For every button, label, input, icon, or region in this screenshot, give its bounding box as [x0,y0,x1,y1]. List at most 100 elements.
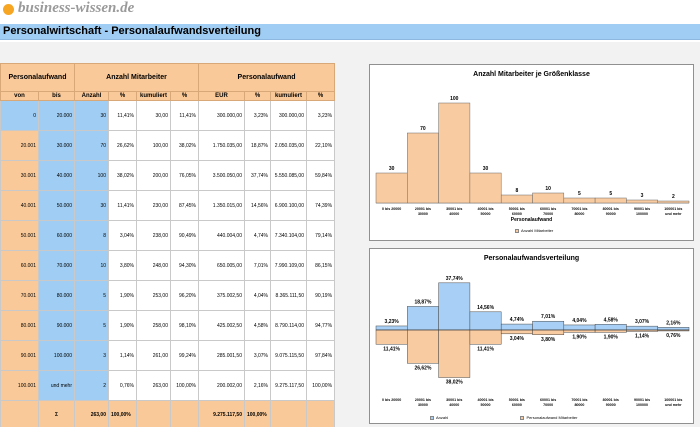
cell-eur-kumuliert[interactable]: 9.075.115,50 [270,340,307,371]
cell-eur-pct[interactable]: 14,56% [244,190,271,221]
cell-bis[interactable]: und mehr [38,370,75,401]
chart1-bar[interactable] [500,194,533,204]
cell-kum-pct[interactable]: 99,24% [170,340,199,371]
cell-kum-pct[interactable]: 94,30% [170,250,199,281]
cell-kum-pct[interactable]: 90,49% [170,220,199,251]
cell-kum-pct[interactable]: 76,05% [170,160,199,191]
cell-eur[interactable]: 200.002,00 [198,370,245,401]
cell-eur-kum-pct[interactable]: 79,14% [305,220,336,251]
cell-kumuliert[interactable]: 258,00 [136,310,171,341]
cell-kumuliert[interactable]: 248,00 [136,250,171,281]
chart1-bar[interactable] [657,200,690,204]
cell-eur-pct[interactable]: 37,74% [244,160,271,191]
cell-von[interactable]: 60.001 [0,250,39,281]
chart-anzahl-mitarbeiter[interactable]: Anzahl Mitarbeiter je Größenklasse 30 0 b… [369,64,694,241]
cell-eur[interactable]: 300.000,00 [198,100,245,131]
chart1-bar[interactable] [563,197,596,204]
cell-anzahl[interactable]: 100 [74,160,109,191]
col-header-eur-pct[interactable]: % [244,91,271,101]
table-cell[interactable] [0,400,39,427]
cell-anzahl-pct[interactable]: 1,90% [108,280,137,311]
cell-kumuliert[interactable]: 261,00 [136,340,171,371]
cell-kumuliert[interactable]: 238,00 [136,220,171,251]
cell-bis[interactable]: 20.000 [38,100,75,131]
chart-personalaufwandsverteilung[interactable]: Personalaufwandsverteilung 3,23% 11,41% 0 … [369,248,694,424]
group-header-personalaufwand-eur[interactable]: Personalaufwand [197,63,336,92]
cell-eur-kum-pct[interactable]: 94,77% [305,310,336,341]
chart1-bar[interactable] [375,172,408,204]
cell-von[interactable]: 50.001 [0,220,39,251]
chart2-bar-up[interactable] [532,320,565,331]
chart1-bar[interactable] [594,197,627,204]
cell-eur[interactable]: 650.005,00 [198,250,245,281]
cell-kum-pct[interactable]: 96,20% [170,280,199,311]
cell-anzahl[interactable]: 5 [74,310,109,341]
cell-anzahl-pct[interactable]: 1,90% [108,310,137,341]
chart2-bar-up[interactable] [375,325,408,331]
cell-anzahl[interactable]: 70 [74,130,109,161]
group-header-personalaufwand[interactable]: Personalaufwand [0,63,75,92]
cell-eur[interactable]: 425.002,50 [198,310,245,341]
cell-eur-kumuliert[interactable]: 8.365.111,50 [270,280,307,311]
cell-bis[interactable]: 100.000 [38,340,75,371]
cell-eur-pct[interactable]: 3,07% [244,340,271,371]
cell-eur-pct[interactable]: 7,01% [244,250,271,281]
cell-von[interactable]: 30.001 [0,160,39,191]
col-header-kumuliert[interactable]: kumuliert [136,91,171,101]
cell-kumuliert[interactable]: 263,00 [136,370,171,401]
total-eur[interactable]: 9.275.117,50 [198,400,245,427]
group-header-anzahl[interactable]: Anzahl Mitarbeiter [74,63,199,92]
chart2-bar-down[interactable] [532,329,565,335]
total-anzahl[interactable]: 263,00 [74,400,109,427]
table-cell[interactable] [270,400,307,427]
cell-eur-kumuliert[interactable]: 6.900.100,00 [270,190,307,221]
col-header-eur-kumuliert[interactable]: kumuliert [270,91,307,101]
cell-eur-kum-pct[interactable]: 97,84% [305,340,336,371]
cell-anzahl-pct[interactable]: 0,76% [108,370,137,401]
col-header-eur[interactable]: EUR [198,91,245,101]
cell-eur-kum-pct[interactable]: 100,00% [305,370,336,401]
cell-eur-pct[interactable]: 3,23% [244,100,271,131]
cell-von[interactable]: 90.001 [0,340,39,371]
cell-eur-kum-pct[interactable]: 3,23% [305,100,336,131]
cell-anzahl[interactable]: 8 [74,220,109,251]
chart2-bar-up[interactable] [563,324,596,331]
cell-eur[interactable]: 440.004,00 [198,220,245,251]
chart1-bar[interactable] [532,192,565,204]
cell-von[interactable]: 100.001 [0,370,39,401]
chart2-bar-up[interactable] [469,311,502,331]
cell-von[interactable]: 0 [0,100,39,131]
cell-eur-kum-pct[interactable]: 90,19% [305,280,336,311]
cell-eur[interactable]: 1.750.035,00 [198,130,245,161]
cell-anzahl[interactable]: 2 [74,370,109,401]
cell-anzahl-pct[interactable]: 1,14% [108,340,137,371]
chart1-bar[interactable] [438,102,471,204]
cell-eur[interactable]: 375.002,50 [198,280,245,311]
cell-anzahl-pct[interactable]: 3,04% [108,220,137,251]
chart2-bar-up[interactable] [438,282,471,331]
chart2-bar-down[interactable] [563,329,596,333]
chart2-bar-down[interactable] [500,329,533,335]
chart2-bar-down[interactable] [469,329,502,345]
cell-bis[interactable]: 70.000 [38,250,75,281]
cell-eur-kum-pct[interactable]: 74,39% [305,190,336,221]
chart1-bar[interactable] [407,132,439,204]
total-anzahl-pct[interactable]: 100,00% [108,400,137,427]
cell-kumuliert[interactable]: 230,00 [136,190,171,221]
cell-eur-kumuliert[interactable]: 2.050.035,00 [270,130,307,161]
cell-anzahl-pct[interactable]: 26,62% [108,130,137,161]
col-header-kum-pct[interactable]: % [170,91,199,101]
cell-eur-kumuliert[interactable]: 8.790.114,00 [270,310,307,341]
cell-eur-kum-pct[interactable]: 22,10% [305,130,336,161]
col-header-pct[interactable]: % [108,91,137,101]
cell-eur-kumuliert[interactable]: 9.275.117,50 [270,370,307,401]
chart1-bar[interactable] [626,199,658,204]
chart2-bar-up[interactable] [657,327,690,331]
cell-bis[interactable]: 40.000 [38,160,75,191]
cell-eur[interactable]: 3.500.050,00 [198,160,245,191]
col-header-bis[interactable]: bis [38,91,75,101]
cell-von[interactable]: 70.001 [0,280,39,311]
sum-symbol[interactable]: Σ [38,400,75,427]
cell-von[interactable]: 40.001 [0,190,39,221]
cell-eur[interactable]: 1.350.015,00 [198,190,245,221]
